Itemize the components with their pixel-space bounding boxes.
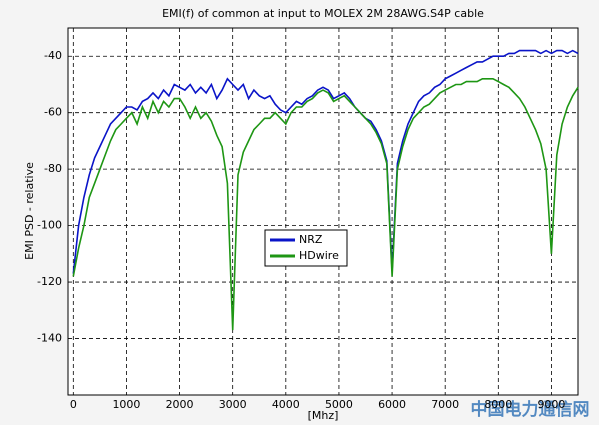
x-tick-label: 5000 xyxy=(325,398,353,411)
x-tick-label: 9000 xyxy=(537,398,565,411)
y-tick-label: -60 xyxy=(44,106,62,119)
x-tick-label: 2000 xyxy=(166,398,194,411)
y-tick-label: -140 xyxy=(37,332,62,345)
x-tick-label: 6000 xyxy=(378,398,406,411)
x-tick-label: 7000 xyxy=(431,398,459,411)
legend: NRZ HDwire xyxy=(264,229,348,267)
y-axis-label: EMI PSD - relative xyxy=(23,162,36,260)
x-tick-label: 4000 xyxy=(272,398,300,411)
y-tick-label: -40 xyxy=(44,49,62,62)
legend-label: HDwire xyxy=(299,249,339,262)
grid xyxy=(68,28,578,395)
x-tick-label: 3000 xyxy=(219,398,247,411)
y-tick-label: -120 xyxy=(37,275,62,288)
watermark: 中国电力通信网 xyxy=(471,399,590,420)
x-tick-label: 8000 xyxy=(484,398,512,411)
legend-label: NRZ xyxy=(299,233,323,246)
y-tick-label: -80 xyxy=(44,162,62,175)
lines xyxy=(72,49,579,331)
legend-box xyxy=(264,229,348,267)
x-axis-label: [Mhz] xyxy=(308,409,339,422)
y-tick-label: -100 xyxy=(37,219,62,232)
plot-area xyxy=(67,27,579,396)
series-line xyxy=(72,78,579,331)
x-tick-label: 0 xyxy=(70,398,77,411)
x-tick-label: 1000 xyxy=(112,398,140,411)
chart-title: EMI(f) of common at input to MOLEX 2M 28… xyxy=(162,7,484,20)
series-line xyxy=(72,49,579,274)
